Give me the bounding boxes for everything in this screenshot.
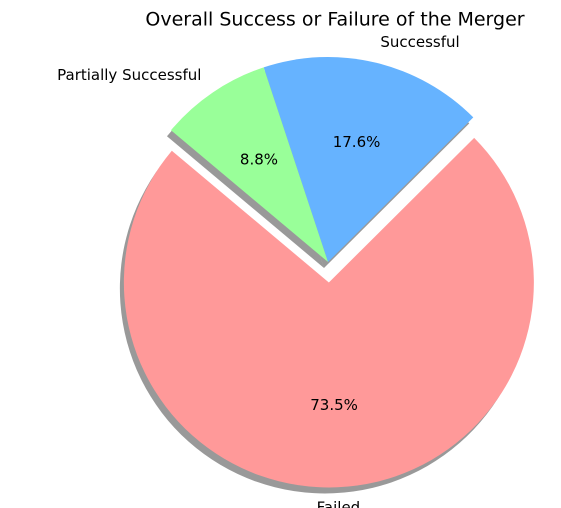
chart-title: Overall Success or Failure of the Merger bbox=[145, 9, 524, 31]
pie-wedge bbox=[123, 137, 534, 488]
wedge-label: Failed bbox=[317, 498, 361, 508]
pie-wedge bbox=[263, 56, 474, 262]
percent-label: 8.8% bbox=[240, 151, 278, 169]
wedge-label: Successful bbox=[380, 33, 459, 51]
percent-label: 17.6% bbox=[333, 133, 381, 151]
percent-label: 73.5% bbox=[310, 396, 358, 414]
pie-wedge bbox=[170, 67, 328, 263]
wedge-label: Partially Successful bbox=[57, 66, 201, 84]
